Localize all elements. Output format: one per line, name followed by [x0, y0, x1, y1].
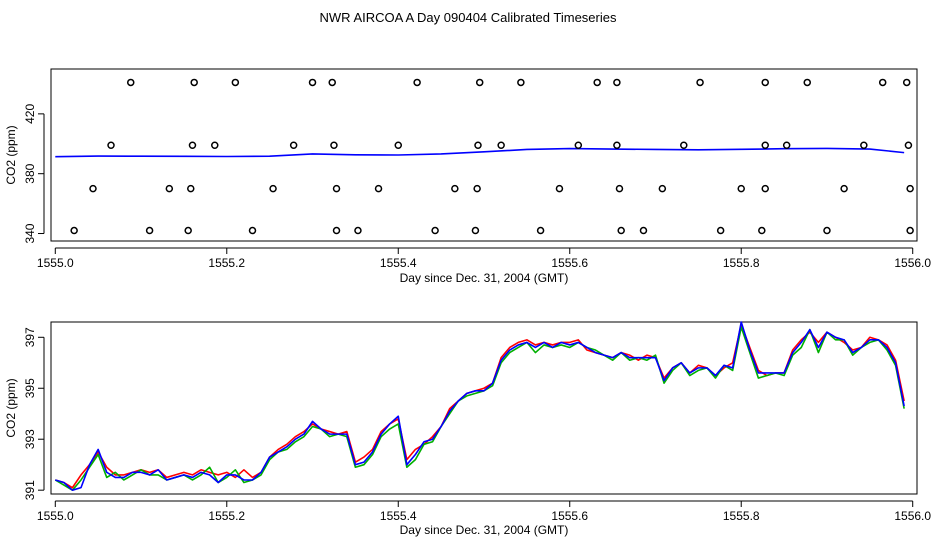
top-data-point	[332, 184, 341, 193]
top-data-point	[211, 141, 219, 150]
bottom-y-tick-label: 395	[23, 378, 37, 398]
top-data-point	[145, 226, 154, 235]
top-data-point	[758, 226, 766, 235]
top-data-point	[878, 78, 887, 87]
bottom-chart-axes: 1555.0 1555.2 1555.4 1555.6 1555.8 1556.0 391 3…	[23, 327, 931, 523]
top-x-tick-label: 1555.8	[723, 256, 760, 270]
top-data-point	[906, 184, 914, 193]
top-x-tick-label: 1555.6	[551, 256, 588, 270]
top-data-point	[374, 184, 383, 193]
top-data-point	[615, 184, 624, 193]
top-data-point	[354, 226, 362, 235]
top-data-point	[126, 78, 135, 87]
top-x-tick-label: 1556.0	[894, 256, 931, 270]
top-data-point	[680, 141, 688, 150]
top-data-point	[902, 78, 911, 87]
bottom-chart-frame	[50, 321, 918, 495]
top-data-point	[840, 184, 848, 193]
bottom-chart-y-axis-label: CO2 (ppm)	[4, 378, 18, 437]
top-chart-axes: 1555.0 1555.2 1555.4 1555.6 1555.8 1556.0 340 3…	[23, 104, 931, 270]
top-data-point	[269, 184, 277, 193]
top-data-point	[413, 78, 421, 87]
top-data-point	[184, 226, 192, 235]
top-data-point	[497, 141, 505, 150]
top-data-point	[555, 184, 564, 193]
top-chart-frame	[50, 68, 918, 242]
top-data-point	[471, 226, 480, 235]
top-x-tick-label: 1555.4	[380, 256, 417, 270]
top-data-point	[761, 141, 769, 150]
top-data-point	[431, 226, 439, 235]
top-data-point	[394, 141, 403, 150]
top-data-point	[536, 226, 545, 235]
top-chart-y-axis-label: CO2 (ppm)	[4, 125, 18, 184]
top-series-line-ambient	[55, 147, 905, 158]
top-data-point	[231, 78, 240, 87]
top-data-point	[517, 78, 525, 87]
bottom-x-tick-label: 1555.6	[551, 509, 588, 523]
top-data-point	[639, 226, 648, 235]
top-data-point	[574, 141, 583, 150]
top-data-point	[761, 184, 769, 193]
top-x-tick-label: 1555.0	[37, 256, 74, 270]
top-data-point	[330, 141, 338, 150]
bottom-chart-x-axis-label: Day since Dec. 31, 2004 (GMT)	[400, 523, 569, 537]
top-y-tick-label: 420	[23, 104, 37, 124]
top-data-point	[823, 226, 831, 235]
top-data-point	[451, 184, 459, 193]
top-data-point	[475, 78, 484, 87]
top-data-point	[473, 184, 481, 193]
top-data-point	[613, 141, 621, 150]
top-data-point	[617, 226, 625, 235]
top-y-tick-label: 380	[23, 163, 37, 183]
top-data-point	[89, 184, 97, 193]
top-data-point	[906, 226, 914, 235]
top-data-point	[187, 184, 195, 193]
top-data-point	[308, 78, 317, 87]
bottom-y-tick-label: 393	[23, 429, 37, 449]
top-data-point	[70, 226, 78, 235]
bottom-x-tick-label: 1555.4	[380, 509, 417, 523]
top-data-point	[289, 141, 298, 150]
bottom-series-line-green	[54, 326, 905, 491]
top-data-point	[593, 78, 601, 87]
bottom-y-tick-label: 391	[23, 480, 37, 500]
top-data-point	[188, 141, 197, 150]
bottom-x-tick-label: 1555.8	[723, 509, 760, 523]
top-data-point	[474, 141, 482, 150]
bottom-series-line-blue	[55, 321, 905, 491]
top-data-point	[761, 78, 769, 87]
top-chart-panel: 1555.0 1555.2 1555.4 1555.6 1555.8 1556.0 340 3…	[4, 68, 931, 285]
bottom-x-tick-label: 1555.0	[37, 509, 74, 523]
top-x-tick-label: 1555.2	[208, 256, 245, 270]
top-data-point	[165, 184, 174, 193]
top-data-point	[613, 78, 621, 87]
bottom-y-tick-label: 397	[23, 327, 37, 347]
bottom-chart-data-layer	[54, 321, 905, 491]
top-data-point	[107, 141, 115, 150]
top-y-tick-label: 340	[23, 223, 37, 243]
top-data-point	[782, 141, 791, 150]
bottom-chart-panel: 1555.0 1555.2 1555.4 1555.6 1555.8 1556.0 391 3…	[4, 321, 931, 537]
top-data-point	[737, 184, 745, 193]
top-data-point	[860, 141, 868, 150]
figure-title: NWR AIRCOA A Day 090404 Calibrated Times…	[320, 10, 617, 25]
top-data-point	[716, 226, 725, 235]
top-data-point	[658, 184, 667, 193]
top-data-point	[248, 226, 257, 235]
bottom-x-tick-label: 1555.2	[208, 509, 245, 523]
top-data-point	[332, 226, 341, 235]
top-data-point	[328, 78, 336, 87]
top-data-point	[190, 78, 198, 87]
top-data-point	[803, 78, 811, 87]
top-chart-x-axis-label: Day since Dec. 31, 2004 (GMT)	[400, 271, 569, 285]
top-data-point	[696, 78, 704, 87]
bottom-x-tick-label: 1556.0	[894, 509, 931, 523]
top-chart-data-layer	[55, 78, 914, 235]
top-data-point	[904, 141, 913, 150]
